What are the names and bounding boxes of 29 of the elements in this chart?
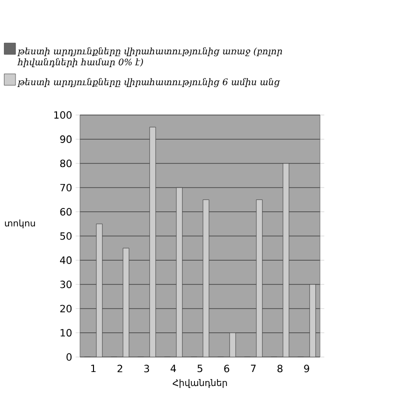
- bar: [176, 187, 183, 357]
- y-axis-title: տոկոս: [4, 220, 35, 228]
- y-tick-label: 60: [60, 208, 72, 216]
- bar: [149, 126, 156, 357]
- y-tick-label: 40: [60, 256, 72, 264]
- x-tick-label: 1: [91, 364, 96, 372]
- y-tick-label: 30: [60, 280, 72, 288]
- legend-label: թեստի արդյունքները վիրահատությունից 6 ամիս անց: [17, 78, 280, 88]
- y-tick-label: 100: [54, 111, 72, 119]
- x-tick-label: 7: [250, 364, 256, 372]
- y-tick-label: 90: [60, 135, 72, 143]
- x-tick-label: 4: [170, 364, 176, 372]
- x-tick-label: 5: [198, 364, 202, 372]
- x-tick-label: 2: [118, 364, 122, 372]
- bar: [256, 200, 263, 357]
- bar: [96, 224, 103, 357]
- x-tick-label: 8: [277, 364, 282, 372]
- y-tick-label: 0: [66, 353, 72, 361]
- legend-label: թեստի արդյունքները վիրահատությունից առաջ (բոլոր հիվանդների համար 0% է): [17, 47, 282, 68]
- y-tick-label: 10: [60, 329, 72, 337]
- bar: [309, 284, 316, 357]
- x-tick-label: 6: [224, 364, 230, 372]
- y-tick-label: 80: [60, 160, 72, 168]
- x-tick-label: 9: [304, 364, 310, 372]
- y-tick-label: 20: [60, 304, 72, 312]
- x-tick-label: 3: [144, 364, 150, 372]
- x-axis-title: Հիվանդներ: [172, 379, 227, 388]
- y-tick-label: 70: [60, 184, 72, 192]
- y-tick-label: 50: [60, 232, 72, 240]
